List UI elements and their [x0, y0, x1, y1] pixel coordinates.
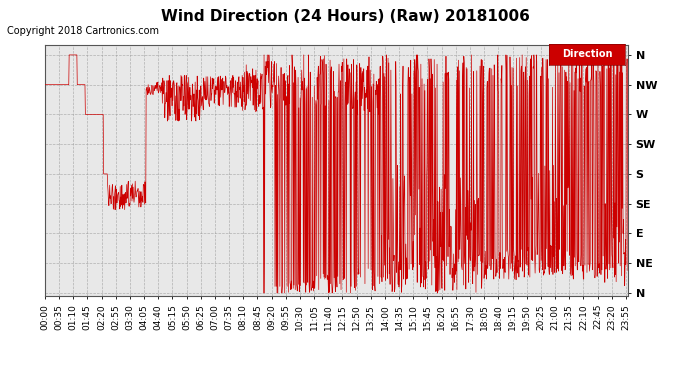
Text: Copyright 2018 Cartronics.com: Copyright 2018 Cartronics.com	[7, 26, 159, 36]
Text: Wind Direction (24 Hours) (Raw) 20181006: Wind Direction (24 Hours) (Raw) 20181006	[161, 9, 529, 24]
